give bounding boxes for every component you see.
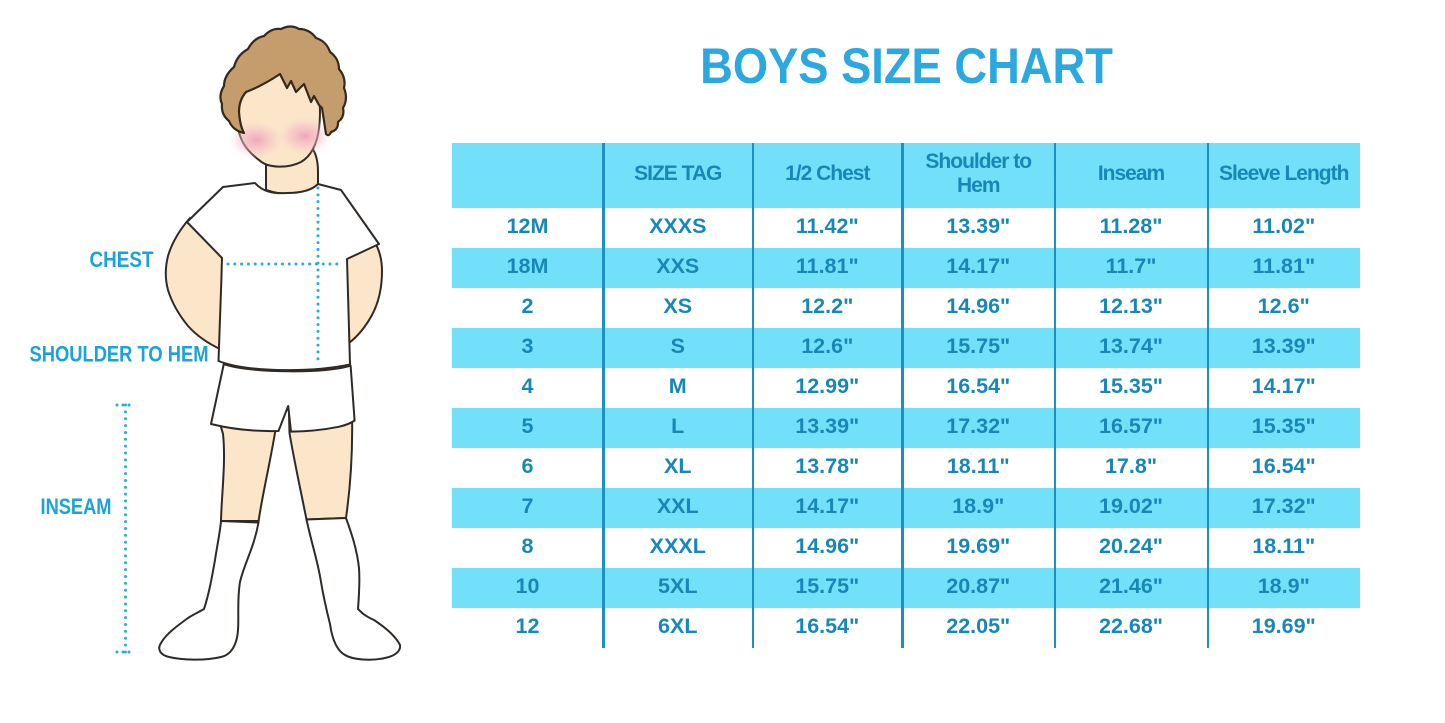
svg-text:CHEST: CHEST	[90, 247, 154, 272]
svg-text:SHOULDER TO HEM: SHOULDER TO HEM	[30, 342, 209, 367]
svg-text:INSEAM: INSEAM	[41, 494, 112, 519]
